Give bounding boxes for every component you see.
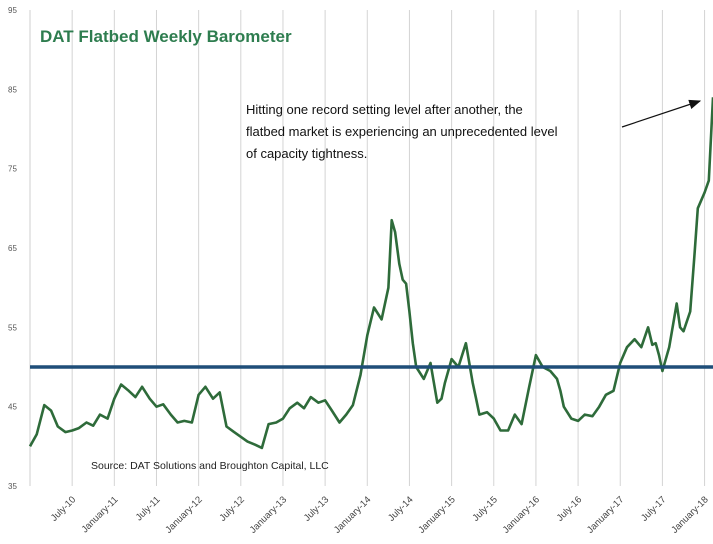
x-tick-label: July-15	[470, 494, 499, 523]
x-tick-label: July-10	[49, 494, 78, 523]
y-tick-label: 35	[8, 482, 17, 491]
chart-title: DAT Flatbed Weekly Barometer	[40, 27, 292, 46]
y-tick-label: 75	[8, 165, 17, 174]
source-note: Source: DAT Solutions and Broughton Capi…	[91, 460, 329, 472]
x-tick-label: July-12	[217, 494, 246, 523]
x-tick-label: January-12	[163, 494, 204, 535]
x-tick-label: January-13	[248, 494, 289, 535]
annotation-arrow	[621, 99, 702, 128]
annotation-line-3: of capacity tightness.	[246, 146, 367, 161]
x-tick-label: January-18	[669, 494, 710, 535]
x-tick-label: July-17	[639, 494, 668, 523]
x-tick-label: January-17	[585, 494, 626, 535]
y-tick-label: 65	[8, 244, 17, 253]
x-tick-label: July-13	[302, 494, 331, 523]
y-tick-label: 55	[8, 323, 17, 332]
x-tick-label: January-16	[501, 494, 542, 535]
series-line-barometer	[28, 97, 713, 450]
y-tick-label: 95	[8, 6, 17, 15]
annotation-line-1: Hitting one record setting level after a…	[246, 102, 523, 117]
grid-lines	[71, 10, 706, 486]
y-tick-label: 45	[8, 403, 17, 412]
x-tick-label: July-11	[134, 494, 163, 523]
y-tick-label: 85	[8, 85, 17, 94]
x-tick-label: July-14	[386, 494, 415, 523]
x-tick-label: January-15	[416, 494, 457, 535]
x-axis: July-10 January-11 July-11 January-12 July-1…	[49, 494, 711, 535]
y-axis: 35 45 55 65 75 85 95	[8, 6, 17, 491]
x-tick-label: July-16	[555, 494, 584, 523]
annotation-line-2: flatbed market is experiencing an unprec…	[246, 124, 558, 139]
x-tick-label: January-11	[80, 494, 121, 535]
x-tick-label: January-14	[332, 494, 373, 535]
